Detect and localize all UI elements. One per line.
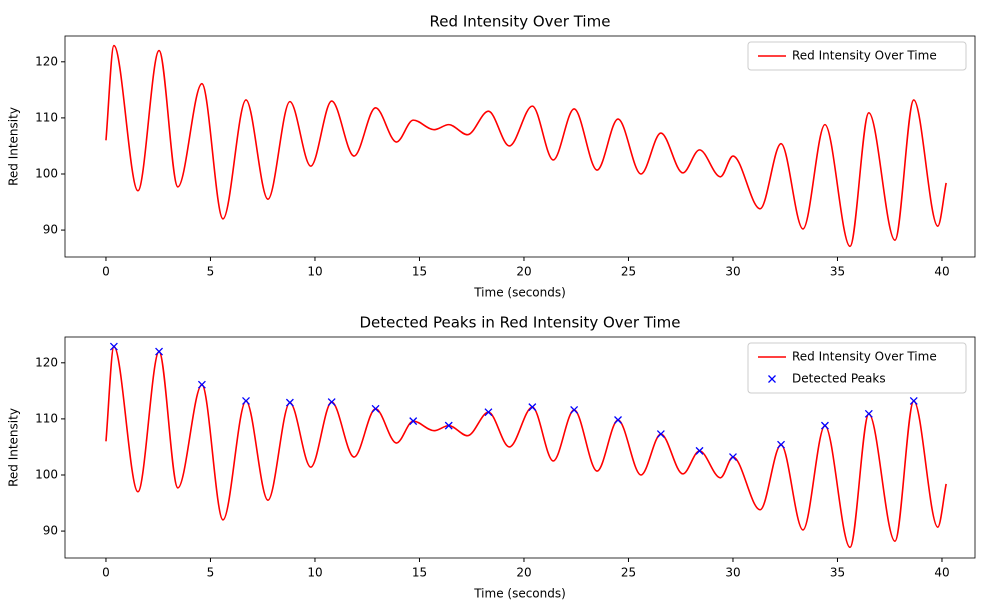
legend-marker	[768, 375, 776, 383]
peak-marker	[656, 430, 665, 438]
x-tick-label: 30	[725, 265, 740, 279]
y-tick-label: 90	[43, 223, 58, 237]
x-tick-label: 5	[207, 566, 215, 580]
legend-label: Red Intensity Over Time	[792, 350, 937, 364]
peak-marker	[484, 408, 493, 417]
peak-marker	[109, 342, 118, 351]
x-tick-label: 25	[621, 566, 636, 580]
x-tick-label: 10	[307, 265, 322, 279]
legend-label: Red Intensity Over Time	[792, 49, 937, 63]
y-axis-label: Red Intensity	[7, 408, 21, 487]
x-axis-label: Time (seconds)	[473, 286, 566, 300]
legend-box	[747, 342, 967, 394]
y-tick-label: 90	[43, 524, 58, 538]
peak-marker	[155, 347, 164, 356]
peak-marker	[327, 398, 336, 407]
peak-marker	[409, 417, 418, 426]
x-tick-label: 0	[102, 265, 110, 279]
x-tick-label: 15	[412, 265, 427, 279]
legend-box	[747, 41, 967, 71]
plot-frame	[64, 35, 976, 258]
x-tick-label: 25	[621, 265, 636, 279]
peak-marker	[729, 453, 737, 461]
legend-label: Detected Peaks	[792, 372, 886, 386]
peak-marker	[570, 405, 579, 414]
y-tick-label: 100	[35, 467, 58, 481]
peak-marker	[777, 440, 786, 449]
peak-marker	[909, 396, 918, 405]
x-axis-label: Time (seconds)	[473, 587, 566, 601]
chart-title: Detected Peaks in Red Intensity Over Tim…	[359, 314, 680, 332]
chart-title: Red Intensity Over Time	[430, 13, 611, 31]
x-tick-label: 40	[934, 265, 949, 279]
peak-marker	[197, 380, 206, 389]
y-tick-label: 100	[35, 166, 58, 180]
x-tick-label: 10	[307, 566, 322, 580]
peak-marker	[820, 421, 829, 430]
peak-marker	[528, 403, 537, 412]
data-line	[105, 44, 947, 248]
x-tick-label: 35	[830, 265, 845, 279]
peak-marker	[285, 398, 294, 407]
x-tick-label: 40	[934, 566, 949, 580]
data-line	[105, 345, 947, 549]
x-tick-label: 15	[412, 566, 427, 580]
peak-marker	[695, 446, 704, 455]
peak-marker	[864, 409, 873, 418]
x-tick-label: 35	[830, 566, 845, 580]
peak-marker	[371, 404, 380, 413]
peak-marker	[444, 421, 453, 430]
y-tick-label: 110	[35, 110, 58, 124]
plot-frame	[64, 336, 976, 559]
peak-marker	[614, 416, 622, 424]
x-tick-label: 20	[516, 265, 531, 279]
y-axis-label: Red Intensity	[7, 107, 21, 186]
y-tick-label: 110	[35, 411, 58, 425]
peak-marker	[242, 396, 250, 405]
x-tick-label: 20	[516, 566, 531, 580]
y-tick-label: 120	[35, 355, 58, 369]
y-tick-label: 120	[35, 54, 58, 68]
x-tick-label: 0	[102, 566, 110, 580]
x-tick-label: 5	[207, 265, 215, 279]
x-tick-label: 30	[725, 566, 740, 580]
